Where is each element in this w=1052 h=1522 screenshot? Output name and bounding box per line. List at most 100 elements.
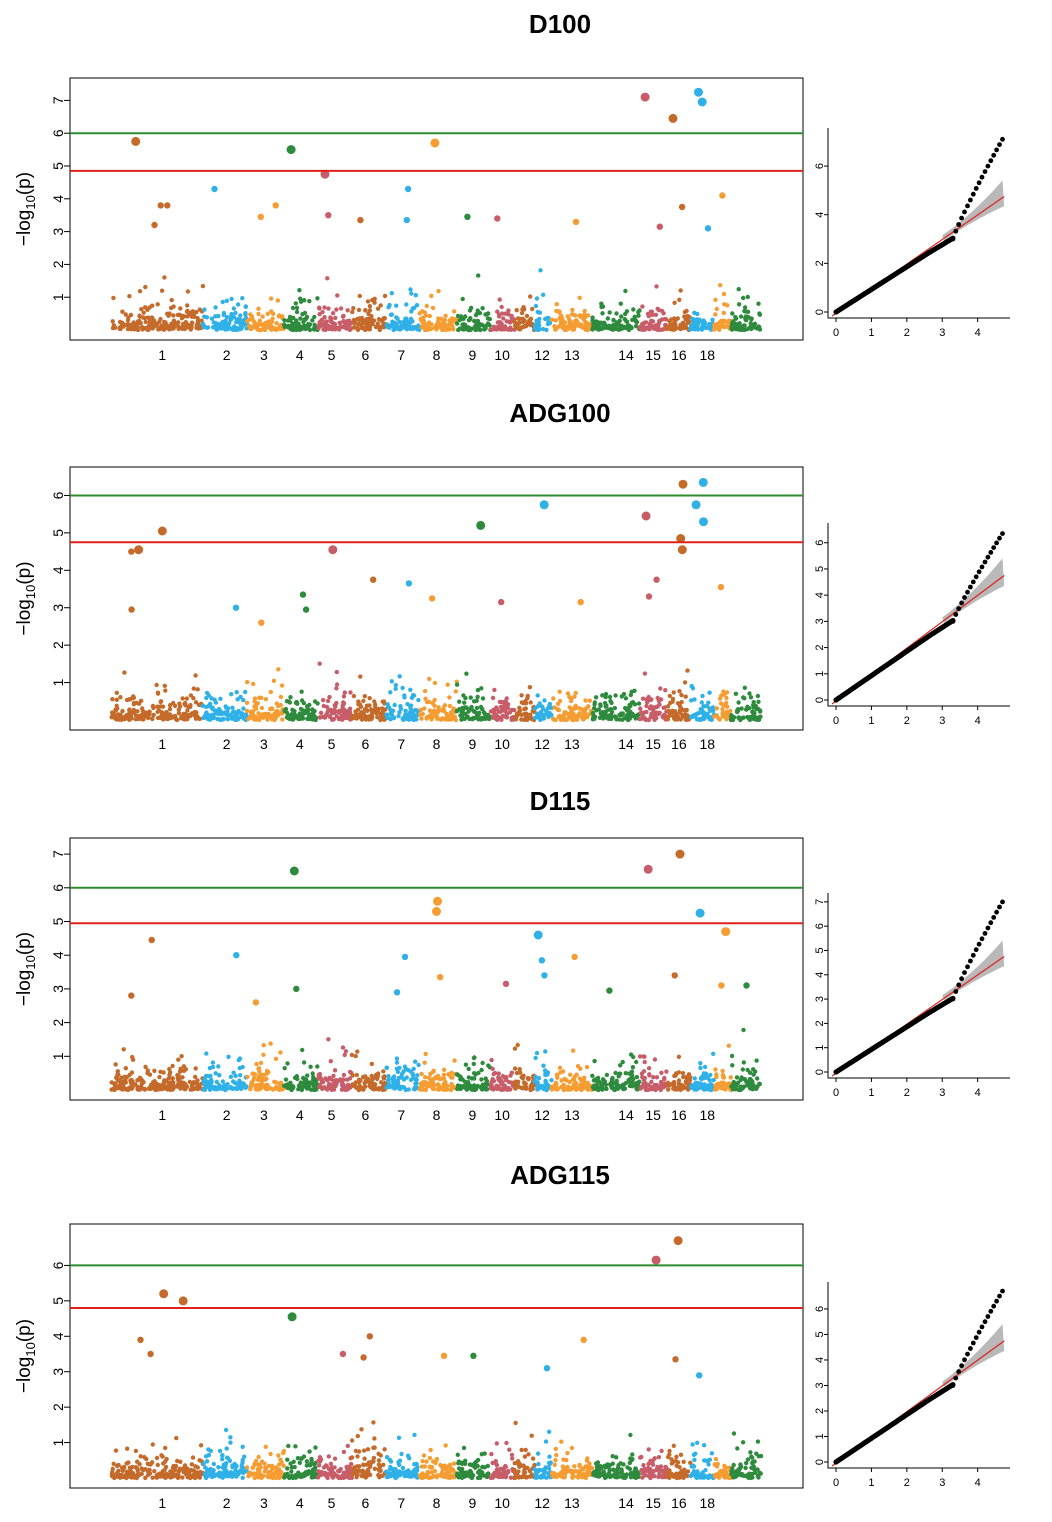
snp-point — [535, 711, 540, 716]
snp-point — [131, 702, 137, 707]
snp-point — [521, 701, 526, 706]
snp-point — [256, 1074, 261, 1079]
snp-point — [717, 696, 723, 701]
snp-point — [464, 671, 469, 676]
snp-point — [136, 1471, 141, 1477]
snp-point — [229, 716, 234, 721]
snp-point — [366, 311, 371, 316]
snp-point — [290, 321, 295, 326]
snp-point — [389, 679, 394, 684]
snp-point — [160, 1469, 165, 1474]
snp-point — [506, 312, 511, 317]
chart-title: D115 — [530, 786, 591, 816]
snp-point — [642, 1075, 647, 1081]
y-tick-label: 1 — [50, 1438, 66, 1446]
snp-point — [347, 1069, 353, 1075]
snp-point — [320, 309, 325, 315]
snp-point — [602, 320, 607, 326]
snp-point — [713, 1067, 718, 1072]
snp-point — [613, 714, 618, 720]
top-hit-point — [286, 145, 296, 155]
snp-point — [612, 323, 617, 328]
snp-point — [171, 1080, 176, 1085]
snp-point — [187, 1474, 192, 1479]
snp-point — [332, 325, 338, 331]
snp-point — [579, 324, 585, 330]
snp-point — [515, 1042, 520, 1048]
snp-point — [590, 1084, 596, 1090]
snp-point — [399, 323, 404, 329]
top-hit-point — [131, 136, 141, 146]
snp-point — [150, 1442, 155, 1447]
snp-point — [676, 1078, 682, 1083]
snp-point — [367, 304, 373, 309]
snp-point — [121, 1086, 126, 1091]
snp-point — [394, 1060, 400, 1065]
snp-point — [381, 1069, 386, 1074]
top-hit-point — [640, 92, 650, 102]
top-hit-point — [677, 545, 687, 555]
snp-point — [502, 1083, 507, 1088]
snp-point — [110, 697, 115, 702]
snp-point — [144, 1456, 149, 1462]
top-hit-point — [128, 992, 135, 999]
snp-point — [214, 327, 219, 332]
snp-point — [430, 712, 436, 718]
snp-point — [323, 713, 328, 718]
snp-point — [287, 314, 293, 320]
snp-point — [302, 310, 308, 316]
snp-point — [512, 1066, 518, 1071]
snp-point — [424, 1080, 429, 1086]
snp-point — [724, 690, 730, 695]
snp-point — [228, 1435, 233, 1440]
snp-point — [707, 716, 712, 722]
chromosome-label: 7 — [397, 1107, 405, 1123]
snp-point — [545, 1072, 550, 1077]
snp-point — [384, 323, 390, 328]
snp-point — [348, 690, 353, 695]
snp-point — [375, 715, 380, 720]
snp-point — [436, 705, 441, 710]
snp-point — [699, 700, 704, 705]
snp-point — [188, 1087, 193, 1092]
snp-point — [180, 696, 185, 701]
snp-point — [163, 688, 168, 693]
snp-point — [553, 318, 558, 323]
snp-point — [607, 694, 613, 700]
snp-point — [668, 322, 673, 327]
snp-point — [244, 708, 250, 713]
snp-point — [616, 327, 621, 332]
snp-point — [125, 321, 131, 327]
snp-point — [408, 687, 413, 692]
snp-point — [479, 686, 484, 691]
snp-point — [268, 689, 273, 695]
y-tick-label: 3 — [50, 1368, 66, 1376]
snp-point — [263, 323, 268, 329]
snp-point — [146, 324, 151, 329]
snp-point — [733, 321, 738, 326]
y-tick-label: 4 — [50, 566, 66, 574]
top-hit-point — [653, 576, 660, 583]
y-tick-label: 2 — [50, 1403, 66, 1411]
snp-point — [322, 315, 327, 320]
chromosome-label: 10 — [494, 736, 510, 752]
y-axis-label-main: −log — [14, 1357, 35, 1393]
snp-point — [468, 695, 473, 700]
snp-point — [285, 318, 291, 323]
qq-x-tick-label: 2 — [904, 327, 910, 339]
snp-point — [197, 1475, 203, 1480]
snp-point — [394, 1066, 399, 1072]
top-hit-point — [233, 952, 240, 959]
snp-point — [632, 314, 637, 319]
snp-point — [409, 291, 414, 296]
snp-point — [497, 314, 502, 319]
snp-point — [111, 323, 117, 328]
snp-point — [124, 1461, 129, 1466]
snp-point — [280, 717, 285, 722]
snp-point — [570, 1048, 576, 1053]
snp-point — [239, 1468, 245, 1474]
snp-point — [424, 716, 429, 721]
snp-point — [211, 1471, 216, 1477]
